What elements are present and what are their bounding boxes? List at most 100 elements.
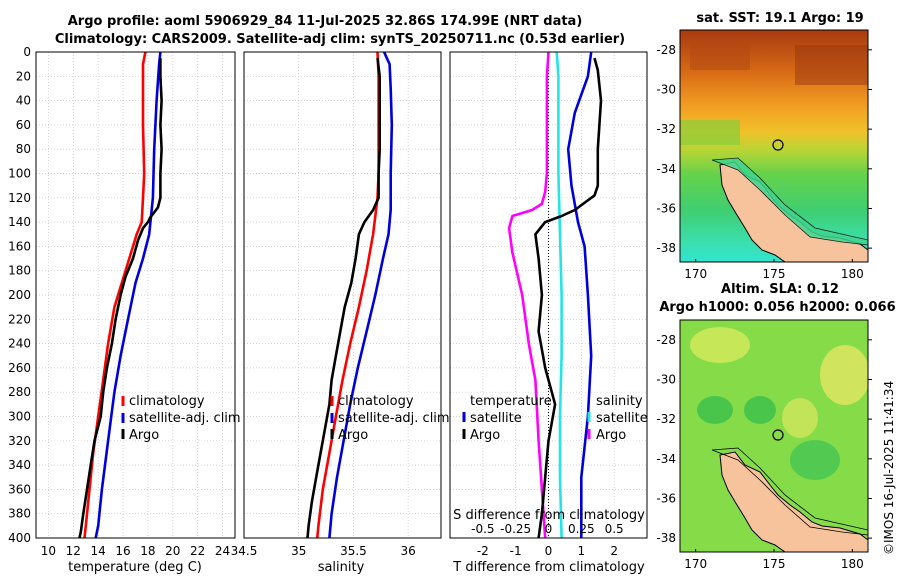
diff-xtick-label: 1 bbox=[578, 544, 586, 558]
temp-xtick-label: 10 bbox=[41, 544, 56, 558]
sal-legend-satellite-label: satellite-adj. clim bbox=[338, 411, 450, 426]
diff-xtick2-label: 0 bbox=[545, 522, 553, 536]
sla-map-title-line1: Altim. SLA: 0.12 bbox=[721, 282, 839, 297]
sst-map-ytick-label: -30 bbox=[656, 82, 676, 96]
sla-patch-high-3 bbox=[782, 398, 818, 438]
temp-xtick-label: 20 bbox=[165, 544, 180, 558]
diff-xtick-label: -1 bbox=[510, 544, 522, 558]
difference-axes-box bbox=[449, 51, 648, 539]
sal-legend-climatology-label: climatology bbox=[338, 394, 414, 409]
diff-legend-t-argo-label: Argo bbox=[470, 428, 500, 443]
depth-tick-label: 300 bbox=[8, 410, 31, 424]
sla-patch-high-1 bbox=[690, 327, 750, 363]
sst-shelf-contour bbox=[711, 157, 868, 246]
temperature-legend: climatology satellite-adj. clim Argo bbox=[121, 394, 241, 443]
salinity-panel: 34.5 35 35.5 36 salinity climatology satell… bbox=[231, 51, 450, 575]
sst-map-ytick-label: -32 bbox=[656, 122, 676, 136]
sla-patch-low-1 bbox=[697, 396, 733, 424]
temp-xtick-label: 22 bbox=[190, 544, 205, 558]
sla-patch-low-3 bbox=[790, 440, 840, 480]
diff-legend-s-argo-label: Argo bbox=[596, 428, 626, 443]
diff-series-s-argo bbox=[507, 51, 550, 539]
sst-map: 170 175 180 -28 -30 -32 -34 -36 -38 bbox=[656, 29, 872, 281]
diff-xtick2-label: -0.25 bbox=[500, 522, 531, 536]
salinity-legend: climatology satellite-adj. clim Argo bbox=[330, 394, 450, 443]
sla-map-xtick-label: 175 bbox=[763, 557, 786, 571]
diff-series-s-satellite bbox=[555, 51, 563, 539]
depth-tick-label: 260 bbox=[8, 361, 31, 375]
depth-tick-label: 340 bbox=[8, 458, 31, 472]
sla-patch-high-2 bbox=[820, 345, 868, 405]
temperature-panel: 0 20 40 60 80 100 120 140 160 180 200 220 240 260 280 3… bbox=[8, 45, 241, 575]
depth-tick-label: 0 bbox=[23, 45, 31, 59]
temp-series-argo bbox=[78, 58, 163, 539]
legend-argo-label: Argo bbox=[129, 428, 159, 443]
diff-xtick-label: -2 bbox=[477, 544, 489, 558]
temperature-axes-box bbox=[35, 51, 236, 539]
diff-legend-left-title: temperature bbox=[470, 394, 552, 409]
sla-shelf-contour bbox=[711, 447, 868, 536]
sal-series-satellite-adj-clim bbox=[328, 51, 394, 539]
temp-xtick-label: 16 bbox=[115, 544, 130, 558]
sal-xtick-label: 34.5 bbox=[231, 544, 258, 558]
temperature-tick-labels: 0 20 40 60 80 100 120 140 160 180 200 220 240 260 280 3… bbox=[8, 45, 230, 558]
depth-tick-label: 220 bbox=[8, 312, 31, 326]
sst-map-xtick-label: 170 bbox=[684, 267, 707, 281]
sst-map-tick-labels: 170 175 180 -28 -30 -32 -34 -36 -38 bbox=[656, 43, 872, 281]
diff-xtick-label: 0 bbox=[545, 544, 553, 558]
depth-tick-label: 180 bbox=[8, 264, 31, 278]
depth-tick-label: 360 bbox=[8, 482, 31, 496]
salinity-tick-labels: 34.5 35 35.5 36 bbox=[231, 544, 416, 558]
sla-map: 170 175 180 -28 -30 -32 -34 -36 -38 bbox=[656, 319, 872, 571]
depth-tick-label: 100 bbox=[8, 167, 31, 181]
diff-xtick2-label: -0.5 bbox=[471, 522, 494, 536]
figure-title-line1: Argo profile: aoml 5906929_84 11-Jul-202… bbox=[67, 14, 583, 29]
diff-series-t-argo bbox=[534, 57, 603, 539]
depth-tick-label: 20 bbox=[16, 69, 31, 83]
legend-climatology-label: climatology bbox=[129, 394, 205, 409]
diff-xtick-label: 2 bbox=[610, 544, 618, 558]
sst-map-ytick-label: -38 bbox=[656, 241, 676, 255]
sal-xtick-label: 36 bbox=[401, 544, 416, 558]
temp-xtick-label: 14 bbox=[91, 544, 106, 558]
sst-argo-location-marker bbox=[772, 139, 784, 151]
sla-map-xtick-label: 170 bbox=[684, 557, 707, 571]
sst-mid-patch bbox=[680, 120, 740, 145]
depth-tick-label: 80 bbox=[16, 142, 31, 156]
sla-patch-low-2 bbox=[744, 396, 776, 424]
sal-xtick-label: 35 bbox=[291, 544, 306, 558]
figure-title-line2: Climatology: CARS2009. Satellite-adj cli… bbox=[54, 32, 626, 47]
sst-warm-patch-east bbox=[795, 45, 868, 85]
depth-tick-label: 280 bbox=[8, 385, 31, 399]
temp-xtick-label: 18 bbox=[140, 544, 155, 558]
depth-tick-label: 120 bbox=[8, 191, 31, 205]
difference-legend: temperature satellite Argo salinity sate… bbox=[462, 394, 648, 443]
sst-map-xtick-label: 180 bbox=[841, 267, 864, 281]
difference-panel: -2 -1 0 1 2 -0.5 -0.25 0 0.25 0.5 T difference fr… bbox=[449, 51, 648, 575]
sla-map-ytick-label: -28 bbox=[656, 333, 676, 347]
sal-series-argo bbox=[306, 57, 382, 539]
diff-xtick2-label: 0.25 bbox=[568, 522, 595, 536]
sst-map-ytick-label: -34 bbox=[656, 162, 676, 176]
diff-legend-s-satellite-label: satellite bbox=[596, 411, 648, 426]
sla-map-ytick-label: -36 bbox=[656, 491, 676, 505]
temp-xtick-label: 24 bbox=[215, 544, 230, 558]
difference-xlabel2: S difference from climatology bbox=[453, 508, 645, 523]
sal-legend-argo-label: Argo bbox=[338, 428, 368, 443]
sla-argo-location-marker bbox=[772, 429, 784, 441]
depth-tick-label: 40 bbox=[16, 94, 31, 108]
salinity-xlabel: salinity bbox=[318, 560, 365, 575]
difference-lines bbox=[507, 51, 603, 539]
sst-map-ytick-label: -28 bbox=[656, 43, 676, 57]
sla-map-xtick-label: 180 bbox=[841, 557, 864, 571]
diff-xtick2-label: 0.5 bbox=[605, 522, 624, 536]
diff-series-t-satellite bbox=[566, 51, 593, 538]
sst-warm-patch bbox=[690, 40, 750, 70]
sla-map-ytick-label: -34 bbox=[656, 452, 676, 466]
sal-xtick-label: 35.5 bbox=[340, 544, 367, 558]
depth-tick-label: 380 bbox=[8, 507, 31, 521]
depth-tick-label: 400 bbox=[8, 531, 31, 545]
salinity-grid bbox=[243, 51, 441, 539]
depth-tick-label: 140 bbox=[8, 215, 31, 229]
sla-map-title-line2: Argo h1000: 0.056 h2000: 0.066 bbox=[659, 300, 896, 315]
